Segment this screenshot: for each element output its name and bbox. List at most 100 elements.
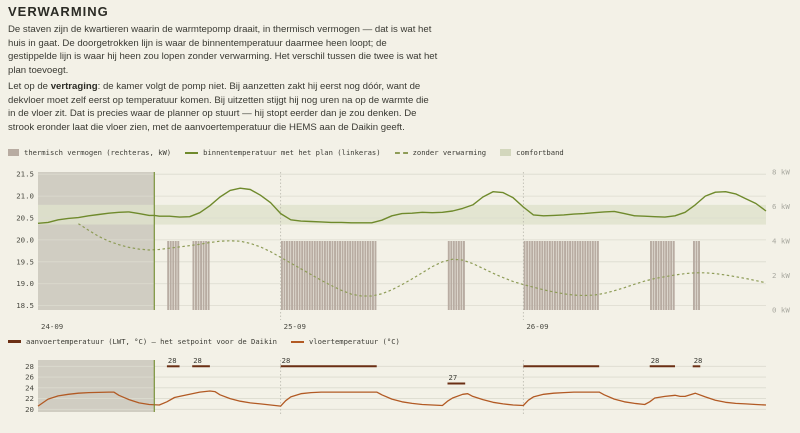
y-tick-label: 22: [25, 394, 34, 403]
floor-swatch: [290, 340, 304, 343]
power-bar: [447, 241, 450, 310]
main-chart-legend: thermisch vermogen (rechteras, kW) binne…: [8, 148, 578, 157]
power-bar: [291, 241, 294, 310]
power-bar: [349, 241, 352, 310]
legend-label-plan: binnentemperatuur met het plan (linkeras…: [203, 148, 381, 157]
legend-label-no-heating: zonder verwarming: [412, 148, 487, 157]
power-bar: [594, 241, 597, 310]
power-bar: [526, 241, 529, 310]
power-bar: [692, 241, 695, 310]
power-bar: [452, 241, 455, 310]
power-bar: [698, 241, 700, 310]
legend-item-comfort: comfortband: [500, 148, 564, 157]
power-bar: [288, 241, 291, 310]
power-bar: [457, 241, 460, 310]
power-bar: [543, 241, 546, 310]
note-prefix: Let op de: [8, 81, 51, 92]
power-bar: [670, 241, 673, 310]
power-bar: [207, 241, 210, 310]
x-tick-label: 25-09: [284, 322, 306, 331]
power-bar: [650, 241, 652, 310]
power-bar: [528, 241, 531, 310]
legend-item-plan: binnentemperatuur met het plan (linkeras…: [185, 148, 381, 157]
power-bar: [523, 241, 526, 310]
power-bar: [331, 241, 334, 310]
power-bar: [280, 241, 283, 310]
x-tick-label: 24-09: [41, 322, 63, 331]
power-bar: [571, 241, 574, 310]
power-bar: [546, 241, 549, 310]
power-bar: [553, 241, 556, 310]
power-bar: [346, 241, 349, 310]
y-left-tick-label: 19.5: [16, 257, 34, 266]
y-right-tick-label: 2 kW: [772, 271, 790, 280]
y-tick-label: 20: [25, 405, 34, 414]
power-bar: [561, 241, 564, 310]
power-bar: [341, 241, 344, 310]
power-bar: [556, 241, 559, 310]
y-tick-label: 26: [25, 373, 34, 382]
power-bar: [596, 241, 599, 310]
power-bar: [455, 241, 458, 310]
power-bar: [336, 241, 339, 310]
power-bar: [576, 241, 579, 310]
y-left-tick-label: 20.0: [16, 235, 34, 244]
power-bar: [195, 241, 197, 310]
power-bar: [584, 241, 587, 310]
no-heating-series-line: [78, 223, 767, 297]
plan-line-swatch: [185, 151, 199, 154]
power-bar: [334, 241, 336, 310]
power-bar: [586, 241, 589, 310]
power-bar: [177, 241, 180, 310]
power-bar: [695, 241, 698, 310]
legend-label-floor: vloertemperatuur (°C): [308, 337, 400, 346]
floor-strip-legend: aanvoertemperatuur (LWT, °C) — het setpo…: [8, 337, 414, 346]
power-bar: [450, 241, 453, 310]
power-bar: [374, 241, 377, 310]
power-bar: [662, 241, 665, 310]
power-bar: [313, 241, 316, 310]
delay-note-paragraph: Let op de vertraging: de kamer volgt de …: [8, 80, 438, 134]
comfort-band-swatch: [500, 149, 512, 156]
y-right-tick-label: 4 kW: [772, 237, 790, 246]
power-bar: [564, 241, 567, 310]
power-bar: [311, 241, 314, 310]
power-bar: [326, 241, 329, 310]
note-emphasis: vertraging: [50, 81, 98, 92]
power-bar: [364, 241, 367, 310]
power-bar: [286, 241, 288, 310]
y-left-tick-label: 20.5: [16, 214, 34, 223]
section-title: VERWARMING: [8, 4, 109, 19]
power-bar: [652, 241, 655, 310]
power-bar: [591, 241, 594, 310]
power-bar: [344, 241, 347, 310]
power-bar: [306, 241, 309, 310]
power-bar: [192, 241, 195, 310]
y-left-tick-label: 21.5: [16, 170, 34, 179]
power-bar: [541, 241, 544, 310]
note-rest: : de kamer volgt de pomp niet. Bij aanze…: [8, 81, 429, 133]
lwt-setpoint-label: 28: [694, 356, 703, 365]
power-bar: [301, 241, 304, 310]
power-bar: [356, 241, 359, 310]
power-bar: [328, 241, 331, 310]
x-tick-label: 26-09: [526, 322, 548, 331]
no-heating-swatch: [394, 151, 408, 154]
power-bar: [323, 241, 326, 310]
power-bar: [548, 241, 551, 310]
plan-series-line: [37, 187, 767, 224]
y-left-tick-label: 21.0: [16, 192, 34, 201]
lwt-setpoint-label: 27: [449, 373, 458, 382]
power-bar: [579, 241, 582, 310]
power-bar: [293, 241, 296, 310]
y-right-tick-label: 6 kW: [772, 202, 790, 211]
y-left-tick-label: 19.0: [16, 279, 34, 288]
power-bar: [569, 241, 572, 310]
power-bar: [551, 241, 554, 310]
y-tick-label: 24: [25, 383, 34, 392]
power-bar: [303, 241, 306, 310]
power-bar: [197, 241, 200, 310]
power-bar: [359, 241, 362, 310]
power-bar: [460, 241, 463, 310]
